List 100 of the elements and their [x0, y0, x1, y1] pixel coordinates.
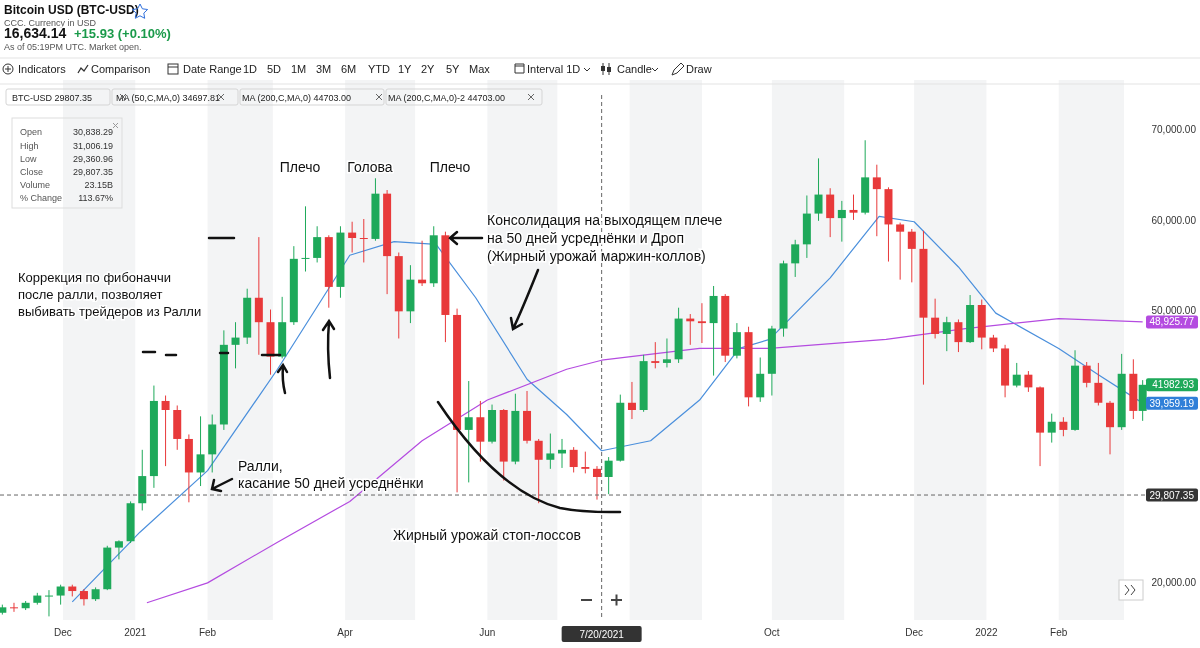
annotation: выбивать трейдеров из Ралли: [18, 304, 202, 319]
chart-subtitle: CCC. Currency in USD: [4, 18, 97, 28]
x-tick-label: Oct: [764, 627, 780, 638]
candlestick: [662, 337, 671, 368]
candlestick: [1024, 370, 1033, 393]
candlestick: [954, 318, 963, 353]
candlestick: [651, 341, 660, 369]
candlestick: [814, 157, 823, 222]
x-tick-label: Dec: [905, 627, 924, 638]
candlestick: [1094, 362, 1103, 406]
candlestick: [534, 438, 543, 504]
annotation: 29,360.96: [72, 154, 113, 164]
annotation: 113.67%: [78, 193, 113, 203]
annotation: Консолидация на выходящем плече: [487, 212, 723, 228]
y-tick-label: 60,000.00: [1151, 214, 1197, 226]
y-tick-label: 70,000.00: [1151, 124, 1197, 136]
annotation: MA (200,C,MA,0)-2 44703.00: [388, 93, 506, 103]
annotation: 30,838.29: [72, 127, 113, 137]
candlestick: [1082, 361, 1091, 388]
annotation: 31,006.19: [72, 141, 113, 151]
annotation: Open: [20, 127, 43, 137]
annotation: High: [20, 141, 39, 151]
candlestick: [231, 321, 240, 369]
text: Max: [469, 63, 491, 75]
text: Interval 1D: [527, 63, 581, 75]
annotation: на 50 дней усреднёнки и Дроп: [487, 230, 684, 246]
text: YTD: [368, 63, 391, 75]
candlestick: [313, 225, 322, 263]
candlestick: [546, 433, 555, 470]
text: As of 05:19PM UTC. Market open.: [4, 42, 142, 52]
y-tick-label: 20,000.00: [1151, 576, 1197, 588]
text: 6M: [341, 63, 357, 75]
x-tick-label: Jun: [479, 627, 496, 638]
candlestick: [732, 322, 741, 359]
text: 1D: [243, 63, 258, 75]
ref-line-label: 29,807.35: [1149, 489, 1195, 501]
annotation: (Жирный урожай маржин-коллов): [487, 248, 706, 264]
annotation: после ралли, позволяет: [18, 287, 163, 302]
annotation: Low: [20, 154, 38, 164]
candlestick: [826, 187, 835, 238]
candlestick: [196, 415, 205, 487]
x-tick-label: Dec: [54, 627, 72, 638]
x-tick-label: Apr: [337, 627, 354, 638]
text: 1M: [291, 63, 307, 75]
text: Comparison: [91, 63, 151, 75]
text: Candle: [617, 63, 652, 75]
annotation: 23.15B: [84, 180, 113, 190]
candlestick: [1012, 362, 1021, 388]
annotation: Volume: [20, 180, 51, 190]
candlestick: [896, 222, 905, 281]
annotation: % Change: [20, 193, 63, 203]
annotation: Плечо: [429, 159, 471, 175]
candlestick: [931, 298, 940, 339]
annotation: Коррекция по фибоначчи: [18, 270, 171, 285]
candlestick: [627, 381, 636, 420]
x-tick-label: Feb: [1050, 627, 1068, 638]
ref-line-label: 7/20/2021: [579, 629, 625, 640]
line-series: [146, 317, 1144, 604]
candlestick: [872, 164, 881, 237]
candlestick: [9, 602, 18, 613]
text: 3M: [316, 63, 332, 75]
annotation: MA (200,C,MA,0) 44703.00: [242, 93, 352, 103]
candlestick: [359, 218, 368, 263]
candlestick: [592, 465, 601, 501]
x-tick-label: Feb: [198, 627, 217, 638]
candlestick: [849, 194, 858, 221]
text: 5D: [267, 63, 282, 75]
annotation: Плечо: [279, 159, 321, 175]
candlestick: [907, 228, 916, 283]
annotation: Close: [20, 167, 44, 177]
text: Draw: [686, 63, 712, 75]
candlestick: [697, 302, 706, 344]
x-tick-label: 2022: [975, 627, 998, 638]
candlestick: [942, 316, 951, 352]
annotation: Жирный урожай стоп-лоссов: [393, 527, 581, 543]
annotation: 41982.93: [1152, 379, 1195, 391]
x-tick-label: 2021: [124, 627, 147, 638]
candlestick: [837, 200, 846, 243]
text: Date Range: [183, 63, 242, 75]
candlestick: [301, 205, 310, 273]
candlestick: [756, 357, 765, 403]
candlestick: [464, 380, 473, 483]
text: 2Y: [421, 63, 436, 75]
candlestick: [79, 588, 88, 607]
candlestick: [1059, 416, 1068, 437]
text: 1Y: [398, 63, 413, 75]
candlestick: [604, 456, 613, 495]
candlestick: [44, 589, 53, 617]
candlestick: [569, 446, 578, 473]
annotation: 39,959.19: [1149, 397, 1195, 409]
y-tick-label: 50,000.00: [1151, 305, 1197, 317]
candlestick: [348, 221, 357, 253]
annotation: BTC-USD 29807.35: [12, 93, 93, 103]
candlestick: [161, 395, 170, 467]
annotation: 48,925.77: [1149, 316, 1195, 328]
annotation: 29,807.35: [72, 167, 113, 177]
candlestick: [581, 451, 590, 474]
text: 5Y: [446, 63, 461, 75]
annotation: Ралли,: [238, 458, 283, 474]
candlestick: [1047, 413, 1056, 444]
